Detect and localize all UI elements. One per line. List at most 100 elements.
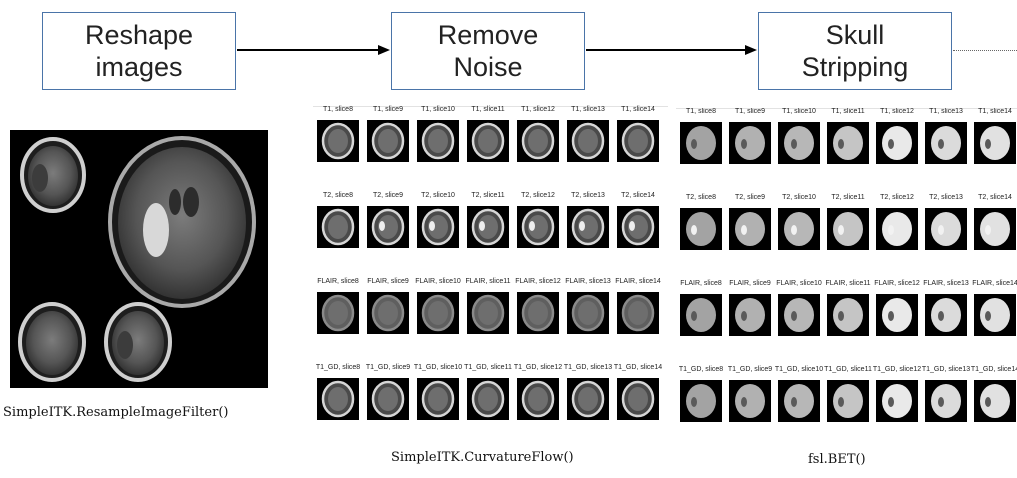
slice-thumbnail: T1_GD, slice9 <box>363 364 413 434</box>
slice-thumbnail: T2, slice11 <box>823 194 873 264</box>
brain-slice-image <box>317 378 359 420</box>
brain-slice-image <box>517 206 559 248</box>
brain-slice-image <box>317 292 359 334</box>
brain-slice-image <box>367 120 409 162</box>
brain-slice-image <box>778 208 820 250</box>
brain-slice-image <box>417 378 459 420</box>
slice-label: FLAIR, slice10 <box>776 280 822 287</box>
slice-thumbnail: T1, slice10 <box>774 108 824 178</box>
brain-slice-image <box>876 122 918 164</box>
slice-thumbnail: T1, slice13 <box>921 108 971 178</box>
step-label-line2: Noise <box>453 52 523 82</box>
slice-label: T1, slice9 <box>373 106 403 113</box>
slice-thumbnail: T1, slice12 <box>872 108 922 178</box>
brain-slice-image <box>617 206 659 248</box>
slice-label: FLAIR, slice14 <box>615 278 661 285</box>
noise-removed-slice-grid: T1, slice8 T1, slice9 T1, slice10 T1, slice… <box>313 106 668 451</box>
slice-label: FLAIR, slice9 <box>729 280 771 287</box>
slice-thumbnail: T1, slice9 <box>725 108 775 178</box>
slice-thumbnail: T1_GD, slice12 <box>513 364 563 434</box>
slice-label: T1_GD, slice11 <box>824 366 872 373</box>
slice-label: T2, slice11 <box>831 194 865 201</box>
method-caption-bet: fsl.BET() <box>808 452 866 467</box>
brain-slice-image <box>567 120 609 162</box>
brain-slice-image <box>925 380 967 422</box>
slice-thumbnail: T1, slice8 <box>676 108 726 178</box>
slice-thumbnail: T2, slice14 <box>970 194 1017 264</box>
brain-slice-image <box>467 378 509 420</box>
brain-slice-image <box>729 380 771 422</box>
brain-slice-image <box>367 292 409 334</box>
brain-slice-image <box>417 292 459 334</box>
brain-slice-image <box>680 122 722 164</box>
slice-thumbnail: FLAIR, slice11 <box>463 278 513 348</box>
slice-label: T2, slice13 <box>571 192 605 199</box>
slice-label: T1, slice9 <box>735 108 765 115</box>
brain-slice-image <box>974 380 1016 422</box>
brain-slice-image <box>974 122 1016 164</box>
brain-slice-image <box>467 292 509 334</box>
brain-slice-image <box>925 294 967 336</box>
slice-label: T1, slice8 <box>686 108 716 115</box>
slice-label: T2, slice9 <box>735 194 765 201</box>
slice-label: FLAIR, slice13 <box>565 278 611 285</box>
slice-thumbnail: T2, slice14 <box>613 192 663 262</box>
slice-thumbnail: FLAIR, slice14 <box>970 280 1017 350</box>
slice-label: T1, slice11 <box>831 108 865 115</box>
slice-thumbnail: T1_GD, slice10 <box>774 366 824 436</box>
slice-thumbnail: FLAIR, slice8 <box>313 278 363 348</box>
slice-thumbnail: T1_GD, slice8 <box>313 364 363 434</box>
slice-label: T1, slice12 <box>521 106 555 113</box>
brain-slice-image <box>974 208 1016 250</box>
slice-label: T1, slice10 <box>782 108 816 115</box>
slice-label: FLAIR, slice9 <box>367 278 409 285</box>
slice-thumbnail: T1, slice11 <box>823 108 873 178</box>
slice-label: FLAIR, slice11 <box>825 280 871 287</box>
slice-thumbnail: T2, slice12 <box>513 192 563 262</box>
brain-slice-image <box>778 122 820 164</box>
slice-thumbnail: FLAIR, slice14 <box>613 278 663 348</box>
slice-thumbnail: T2, slice11 <box>463 192 513 262</box>
brain-slice-image <box>367 206 409 248</box>
slice-thumbnail: T1_GD, slice14 <box>613 364 663 434</box>
slice-label: T1, slice10 <box>421 106 455 113</box>
slice-label: T2, slice12 <box>521 192 555 199</box>
brain-slice-image <box>827 122 869 164</box>
brain-slice-image <box>317 120 359 162</box>
slice-label: T1_GD, slice9 <box>727 366 773 373</box>
brain-slice-image <box>517 120 559 162</box>
slice-label: FLAIR, slice10 <box>415 278 461 285</box>
step-box-skull-stripping: Skull Stripping <box>758 12 952 90</box>
slice-thumbnail: FLAIR, slice10 <box>774 280 824 350</box>
slice-label: FLAIR, slice12 <box>515 278 561 285</box>
brain-slice-image <box>778 294 820 336</box>
slice-label: T1, slice8 <box>323 106 353 113</box>
brain-slice-image <box>617 120 659 162</box>
slice-label: FLAIR, slice8 <box>317 278 359 285</box>
slice-thumbnail: FLAIR, slice13 <box>921 280 971 350</box>
slice-label: T1_GD, slice12 <box>872 366 922 373</box>
brain-slice-image <box>617 292 659 334</box>
slice-label: FLAIR, slice11 <box>465 278 511 285</box>
method-caption-curvature-flow: SimpleITK.CurvatureFlow() <box>391 450 574 465</box>
slice-thumbnail: T1, slice11 <box>463 106 513 176</box>
brain-slice-image <box>827 208 869 250</box>
slice-thumbnail: FLAIR, slice10 <box>413 278 463 348</box>
slice-thumbnail: T1_GD, slice13 <box>563 364 613 434</box>
slice-label: T1_GD, slice12 <box>513 364 563 371</box>
brain-slice-image <box>827 294 869 336</box>
slice-thumbnail: T2, slice13 <box>921 194 971 264</box>
slice-label: FLAIR, slice8 <box>680 280 722 287</box>
brain-slice-image <box>680 294 722 336</box>
slice-label: T1_GD, slice10 <box>774 366 824 373</box>
slice-thumbnail: T1, slice13 <box>563 106 613 176</box>
slice-label: T1_GD, slice13 <box>563 364 613 371</box>
brain-slice-image <box>925 208 967 250</box>
skull-stripped-slice-grid: T1, slice8 T1, slice9 T1, slice10 T1, slice… <box>676 108 1017 453</box>
resampled-scan-mosaic <box>10 130 268 388</box>
brain-slice-image <box>617 378 659 420</box>
slice-thumbnail: T1_GD, slice9 <box>725 366 775 436</box>
brain-slice-image <box>974 294 1016 336</box>
slice-thumbnail: T2, slice10 <box>774 194 824 264</box>
slice-thumbnail: FLAIR, slice12 <box>872 280 922 350</box>
